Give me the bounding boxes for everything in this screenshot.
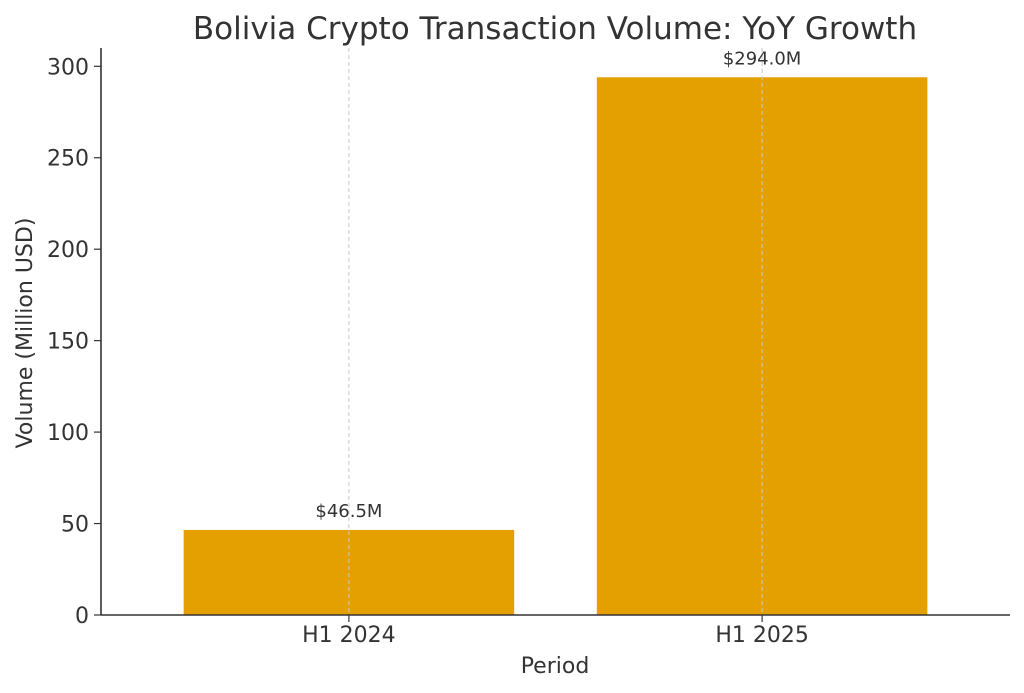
y-tick-label: 0 [75,604,89,629]
y-tick-label: 50 [61,513,89,538]
chart-title: Bolivia Crypto Transaction Volume: YoY G… [193,11,917,47]
data-label: $46.5M [315,501,382,522]
x-tick-layer: H1 2024 H1 2025 [302,615,809,648]
y-tick-layer: 0 50 100 150 200 250 300 [47,55,101,629]
data-label-layer: $46.5M $294.0M [315,48,801,522]
data-label: $294.0M [723,48,802,69]
y-tick-label: 150 [47,330,89,355]
y-tick-label: 250 [47,147,89,172]
x-tick-label: H1 2024 [302,623,396,648]
x-tick-label: H1 2025 [715,623,809,648]
bar-layer [183,77,928,615]
x-axis-label: Period [521,654,590,679]
y-tick-label: 100 [47,421,89,446]
bar-h1-2024 [183,529,515,615]
x-grid-layer [348,48,763,615]
y-tick-label: 300 [47,55,89,80]
y-axis-label: Volume (Million USD) [13,218,38,449]
y-tick-label: 200 [47,238,89,263]
